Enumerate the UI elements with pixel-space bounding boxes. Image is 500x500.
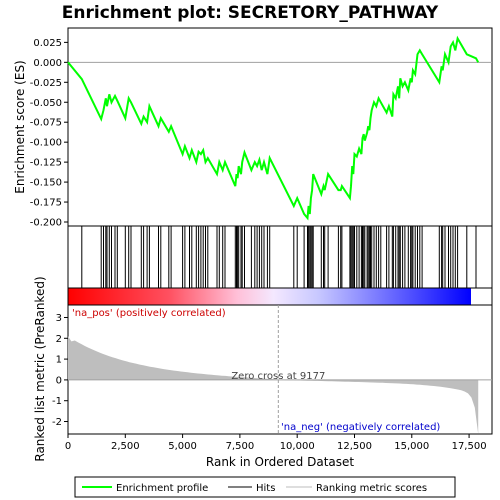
x-tick-label: 2,500 — [111, 441, 140, 452]
legend: Enrichment profile Hits Ranking metric s… — [74, 476, 456, 498]
x-tick-label: 12,500 — [337, 441, 372, 452]
metric-y-ticks: 3 2 1 0 -1 -2 — [52, 313, 68, 428]
chart-title: Enrichment plot: SECRETORY_PATHWAY — [62, 3, 439, 23]
ranking-metric-area — [68, 336, 479, 434]
metric-panel: 3 2 1 0 -1 -2 Zero cross at 9177 'na_pos' (po… — [33, 276, 493, 462]
legend-hits-label: Hits — [256, 483, 275, 494]
pos-correlated-label: 'na_pos' (positively correlated) — [72, 308, 226, 319]
metric-y-tick-label: 3 — [56, 313, 62, 324]
metric-y-tick-label: -1 — [52, 396, 62, 407]
x-axis-label: Rank in Ordered Dataset — [206, 455, 354, 469]
es-y-ticks: 0.025 0.000 -0.025 -0.050 -0.075 -0.100 -0.125… — [30, 38, 68, 229]
es-y-tick-label: 0.025 — [33, 38, 62, 49]
es-y-tick-label: -0.100 — [30, 138, 62, 149]
metric-y-tick-label: 2 — [56, 334, 62, 345]
x-tick-label: 10,000 — [280, 441, 315, 452]
es-y-tick-label: -0.200 — [30, 218, 62, 229]
x-tick-label: 0 — [65, 441, 71, 452]
legend-enrichment-label: Enrichment profile — [116, 483, 208, 494]
hits-panel — [67, 225, 493, 289]
es-y-tick-label: -0.150 — [30, 178, 62, 189]
legend-metric-label: Ranking metric scores — [316, 483, 427, 494]
rank-color-gradient — [68, 288, 471, 305]
es-panel: 0.025 0.000 -0.025 -0.050 -0.075 -0.100 -0.125… — [13, 27, 493, 229]
metric-y-axis-label: Ranked list metric (PreRanked) — [33, 276, 47, 461]
rank-color-bar — [67, 287, 493, 306]
metric-y-tick-label: 1 — [56, 355, 62, 366]
x-tick-label: 5,000 — [168, 441, 197, 452]
x-tick-label: 7,500 — [226, 441, 255, 452]
es-y-tick-label: -0.175 — [30, 198, 62, 209]
x-tick-label: 15,000 — [394, 441, 429, 452]
hit-marks — [81, 226, 477, 288]
x-tick-label: 17,500 — [452, 441, 487, 452]
zero-cross-label: Zero cross at 9177 — [231, 371, 325, 382]
metric-y-tick-label: 0 — [56, 375, 62, 386]
es-y-tick-label: -0.025 — [30, 78, 62, 89]
es-y-axis-label: Enrichment score (ES) — [13, 60, 27, 193]
metric-y-tick-label: -2 — [52, 417, 62, 428]
x-ticks: 0 2,500 5,000 7,500 10,000 12,500 15,000 17,500 — [65, 434, 487, 452]
hits-panel-frame — [67, 225, 493, 289]
legend-frame — [74, 476, 456, 498]
es-y-tick-label: -0.125 — [30, 158, 62, 169]
neg-correlated-label: 'na_neg' (negatively correlated) — [281, 422, 440, 433]
es-panel-frame — [67, 27, 493, 227]
es-y-tick-label: 0.000 — [33, 58, 62, 69]
es-y-tick-label: -0.050 — [30, 98, 62, 109]
es-y-tick-label: -0.075 — [30, 118, 62, 129]
enrichment-profile-line — [67, 35, 480, 221]
